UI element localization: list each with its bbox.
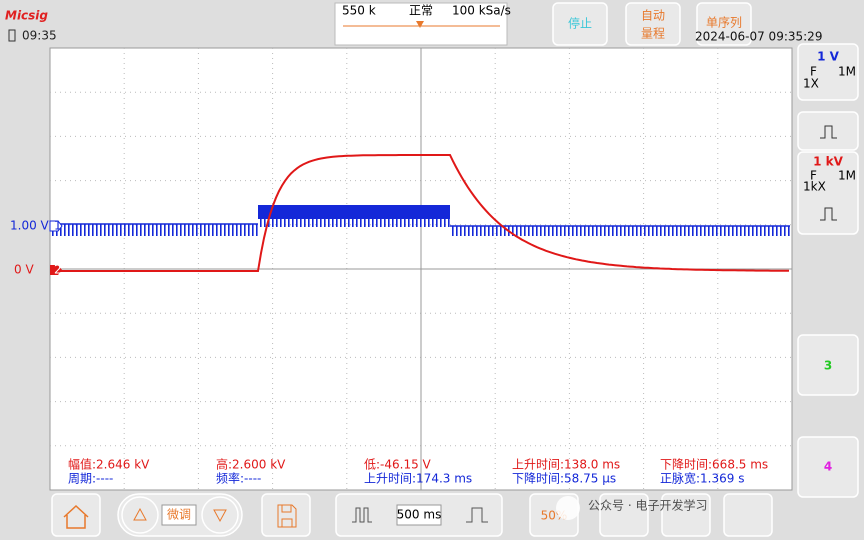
home-icon <box>63 504 89 529</box>
ch1-offset: 1.00 V <box>10 219 50 233</box>
measurement: 周期:---- <box>68 472 113 486</box>
measurement: 上升时间:174.3 ms <box>364 472 472 486</box>
ch2-button[interactable] <box>797 151 859 235</box>
tool-button[interactable] <box>661 493 711 537</box>
auto-range-label: 量程 <box>641 26 665 41</box>
datetime: 2024-06-07 09:35:29 <box>695 30 822 44</box>
timebase-dec-icon <box>352 507 372 523</box>
grid <box>50 48 792 490</box>
brand: Micsig <box>5 9 48 23</box>
measurement: 幅值:2.646 kV <box>68 457 150 472</box>
ch1-marker-label: 1 <box>54 219 62 233</box>
measurement: 下降时间:58.75 μs <box>512 472 616 486</box>
acq-mode: 正常 <box>409 4 433 18</box>
ch1-marker <box>49 220 63 232</box>
down-button[interactable] <box>201 496 239 534</box>
ch4-button[interactable] <box>797 436 859 498</box>
stop-label: 停止 <box>568 16 592 31</box>
fine-label: 微调 <box>167 508 191 522</box>
ch1-button[interactable] <box>797 43 859 101</box>
save-button[interactable] <box>261 493 311 537</box>
single-label: 单序列 <box>706 15 742 30</box>
ch1-scale: 1 V <box>817 50 840 64</box>
pulse-icon <box>820 125 837 139</box>
fine-box <box>161 504 197 526</box>
home-button[interactable] <box>51 493 101 537</box>
ch2-impedance: 1M <box>838 169 856 183</box>
channel-1-waveform <box>52 205 790 236</box>
measurement: 下降时间:668.5 ms <box>660 458 768 472</box>
ch3-label: 3 <box>824 359 832 373</box>
channel-2-waveform <box>52 154 790 272</box>
ch3-button[interactable] <box>797 334 859 396</box>
auto-range-button[interactable] <box>625 2 681 46</box>
down-icon <box>213 509 227 523</box>
memory: 550 k <box>342 4 376 18</box>
clock: 09:35 <box>22 29 57 43</box>
auto-range-label: 自动 <box>641 9 665 23</box>
up-icon <box>133 507 147 521</box>
ch2-marker <box>50 265 62 275</box>
memory-pointer <box>416 21 424 28</box>
measurement: 上升时间:138.0 ms <box>512 458 620 472</box>
ch2-coupling: F <box>810 169 817 183</box>
timebase-inc-icon <box>466 507 488 523</box>
measurement: 正脉宽:1.369 s <box>660 471 744 486</box>
battery <box>8 29 16 42</box>
ch2-marker-label: 2 <box>54 263 62 277</box>
ch2-scale: 1 kV <box>813 155 844 169</box>
tool-button[interactable] <box>599 493 649 537</box>
ch1-probe: 1X <box>803 77 819 91</box>
tool-button[interactable] <box>723 493 773 537</box>
ch4-label: 4 <box>824 460 832 474</box>
pulse-icon <box>820 207 837 221</box>
measurement: 频率:---- <box>216 471 261 486</box>
ch2-offset: 0 V <box>14 263 34 277</box>
ch1-coupling: F <box>810 65 817 79</box>
save-icon <box>277 504 297 528</box>
timebase-box <box>396 504 442 526</box>
single-button[interactable] <box>696 2 752 46</box>
watermark-icon <box>556 496 580 520</box>
measurement: 低:-46.15 V <box>364 458 432 472</box>
ch2-probe: 1kX <box>803 180 826 194</box>
stop-button[interactable] <box>552 2 608 46</box>
ch1-impedance: 1M <box>838 65 856 79</box>
sample-rate: 100 kSa/s <box>452 4 511 18</box>
measurement: 高:2.600 kV <box>216 457 286 472</box>
watermark: 公众号 · 电子开发学习 <box>588 498 707 513</box>
timebase: 500 ms <box>397 508 442 522</box>
up-button[interactable] <box>121 496 159 534</box>
ch2-trigger-button[interactable] <box>797 111 859 151</box>
